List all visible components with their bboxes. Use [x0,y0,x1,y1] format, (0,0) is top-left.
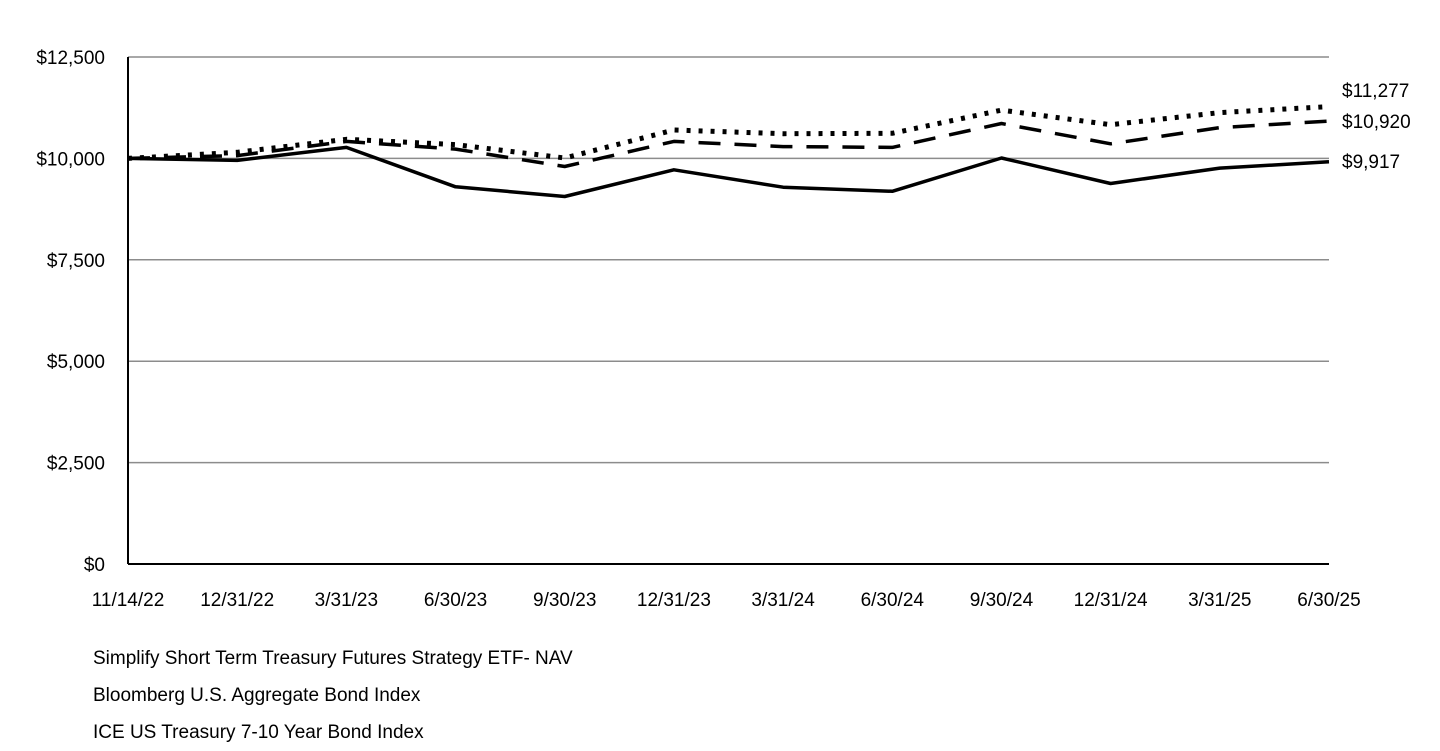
x-axis-ticks: 11/14/22 12/31/22 3/31/23 6/30/23 9/30/23 12/… [92,590,1361,611]
y-tick-label: $0 [84,555,105,576]
x-tick-label: 9/30/23 [533,590,596,611]
series-line-dotted [127,104,1330,161]
series-lines [127,104,1330,199]
x-tick-label: 6/30/25 [1297,590,1360,611]
x-tick-label: 3/31/25 [1188,590,1251,611]
y-tick-label: $5,000 [47,352,105,373]
series-line-solid [127,145,1330,199]
x-tick-label: 12/31/23 [637,590,711,611]
x-tick-label: 3/31/24 [751,590,815,611]
x-tick-label: 3/31/23 [315,590,378,611]
end-value-label: $11,277 [1342,81,1409,102]
x-tick-label: 12/31/22 [200,590,274,611]
axes [127,57,1329,565]
y-tick-label: $10,000 [36,149,105,170]
end-value-label: $9,917 [1342,152,1400,173]
legend: Simplify Short Term Treasury Futures Str… [14,640,573,751]
gridlines [128,56,1329,464]
x-tick-label: 11/14/22 [92,590,165,611]
x-tick-label: 6/30/23 [424,590,487,611]
series-line-dashed [127,119,1330,169]
legend-label: ICE US Treasury 7-10 Year Bond Index [93,721,424,743]
legend-item-nav: Simplify Short Term Treasury Futures Str… [14,640,573,677]
legend-item-ice: ICE US Treasury 7-10 Year Bond Index [14,714,573,751]
x-tick-label: 12/31/24 [1074,590,1148,611]
y-tick-label: $2,500 [47,454,105,475]
y-tick-label: $12,500 [36,48,105,69]
end-value-labels: $9,917 $11,277 $10,920 [1342,81,1411,173]
legend-label: Simplify Short Term Treasury Futures Str… [93,647,573,669]
x-tick-label: 9/30/24 [970,590,1034,611]
end-value-label: $10,920 [1342,112,1411,133]
legend-item-bloomberg: Bloomberg U.S. Aggregate Bond Index [14,677,573,714]
x-tick-label: 6/30/24 [861,590,925,611]
legend-label: Bloomberg U.S. Aggregate Bond Index [93,684,421,706]
y-axis-ticks: $0 $2,500 $5,000 $7,500 $10,000 $12,500 [36,48,105,576]
y-tick-label: $7,500 [47,251,105,272]
